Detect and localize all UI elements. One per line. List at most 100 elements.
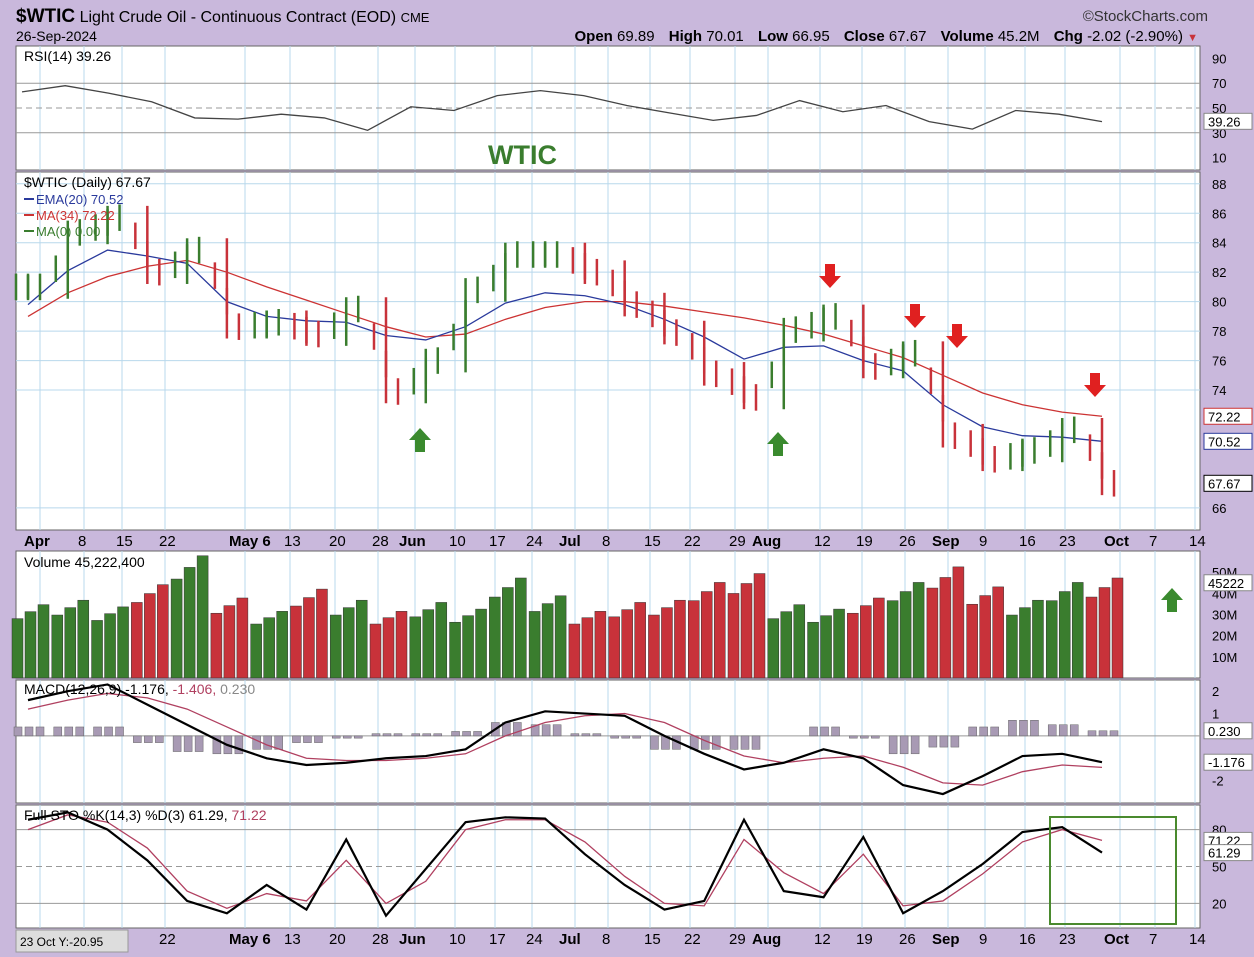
date-tick-bottom: 9 (979, 931, 987, 948)
volume-bar (568, 623, 581, 679)
macd-histogram-bar (144, 735, 153, 743)
macd-histogram-bar (35, 726, 45, 737)
macd-histogram-bar (968, 726, 977, 737)
volume-bar (1058, 591, 1071, 679)
volume-bar (860, 605, 872, 679)
date-tick-bottom: 10 (449, 931, 466, 948)
chg-down-icon: ▼ (1187, 32, 1198, 44)
macd-histogram-bar (13, 726, 23, 737)
volume-bar (1111, 577, 1124, 679)
high-value: 70.01 (706, 28, 744, 45)
sto-k-last-tag: 61.29 (1203, 844, 1253, 862)
macd-histogram-bar (1030, 720, 1039, 737)
macd-histogram-bar (950, 735, 960, 748)
macd-histogram-bar (303, 735, 312, 743)
date-tick: 12 (814, 533, 831, 550)
low-label: Low (757, 28, 788, 45)
macd-histogram-bar (729, 735, 739, 750)
rsi-tick: 90 (1212, 51, 1226, 66)
volume-bar (382, 617, 395, 679)
volume-bar (847, 612, 859, 679)
high-label: High (668, 28, 703, 45)
date-tick-bottom: 24 (526, 931, 543, 948)
macd-histogram-bar (592, 733, 602, 737)
date-tick: Apr (24, 533, 50, 550)
volume-bar (117, 606, 129, 679)
volume-bar (966, 603, 978, 679)
volume-bar (449, 621, 461, 679)
price-tick: 74 (1212, 383, 1226, 398)
volume-tick: 30M (1212, 608, 1237, 623)
macd-line (27, 683, 1103, 796)
volume-bar (886, 600, 899, 679)
date-tick-bottom: 29 (729, 931, 746, 948)
legend-entry-0: EMA(20) 70.52 (36, 192, 123, 207)
volume-bar (687, 600, 700, 679)
date-tick: Jun (399, 533, 426, 550)
macd-histogram-bar (939, 735, 949, 748)
volume-bar (263, 617, 275, 679)
macd-histogram-bar (860, 735, 869, 739)
brand-watermark: ©StockCharts.com (1082, 8, 1208, 25)
macd-histogram-bar (451, 731, 460, 737)
volume-bar (1019, 607, 1031, 679)
macd-histogram-bar (1098, 730, 1108, 737)
legend-entry-1: MA(34) 72.22 (36, 208, 115, 223)
macd-histogram-bar (831, 726, 840, 737)
macd-last-tag-box (1203, 753, 1253, 771)
macd-histogram-bar (172, 735, 182, 752)
volume-bar (1006, 614, 1018, 679)
date-tick: 17 (489, 533, 506, 550)
macd-value: -1.176, (125, 681, 172, 697)
close-value: 67.67 (888, 28, 927, 45)
volume-bar (489, 596, 501, 679)
macd-last-tag-text: -1.176 (1208, 755, 1245, 770)
date-tick: 28 (372, 533, 389, 550)
volume-bar (727, 593, 740, 679)
macd-histogram-bar (632, 735, 641, 739)
volume-bar (1085, 596, 1098, 679)
macd-histogram-bar (422, 733, 432, 737)
date-tick: 26 (899, 533, 916, 550)
macd-hist-last-tag: 0.230 (1203, 722, 1253, 740)
volume-bar (541, 603, 554, 679)
ma34-last-tag: 72.22 (1203, 407, 1253, 425)
rsi-tick: 70 (1212, 76, 1226, 91)
macd-histogram-bar (462, 731, 471, 737)
macd-histogram-bar (552, 724, 562, 737)
volume-bar (648, 614, 660, 679)
date-tick-bottom: Jul (559, 931, 581, 948)
volume-bar (634, 602, 646, 679)
volume-bar (290, 605, 302, 679)
macd-histogram-bar (610, 735, 619, 739)
macd-histogram-bar (64, 726, 74, 737)
date-tick-bottom: Sep (932, 931, 960, 948)
buy-signal-arrow-icon (409, 428, 431, 452)
volume-bar (1045, 600, 1058, 679)
volume-up-arrow-icon (1161, 588, 1183, 612)
macd-histogram-bar (155, 735, 164, 743)
macd-histogram-bar (53, 726, 63, 737)
volume-bar (409, 616, 422, 679)
date-tick: Aug (752, 533, 781, 550)
date-tick-bottom: 13 (284, 931, 301, 948)
close-last-tag-box (1203, 474, 1253, 492)
sto-title: Full STO %K(14,3) %D(3) 61.29, 71.22 (24, 807, 267, 823)
exchange: CME (400, 10, 430, 25)
chart-title: $WTIC Light Crude Oil - Continuous Contr… (16, 6, 429, 28)
date-tick-bottom: Aug (752, 931, 781, 948)
date-tick-bottom: 16 (1019, 931, 1036, 948)
macd-tick: 2 (1212, 684, 1219, 699)
price-tick: 82 (1212, 265, 1226, 280)
description: Light Crude Oil - Continuous Contract (E… (79, 9, 397, 26)
date-tick-bottom: 14 (1189, 931, 1206, 948)
volume-bar (515, 577, 527, 679)
volume-bar (502, 587, 514, 679)
volume-bar (807, 621, 819, 679)
date-tick-bottom: 20 (329, 931, 346, 948)
macd-histogram-bar (809, 726, 818, 737)
date-tick: Oct (1104, 533, 1129, 550)
volume-bar (608, 616, 620, 679)
price-tick: 88 (1212, 177, 1226, 192)
